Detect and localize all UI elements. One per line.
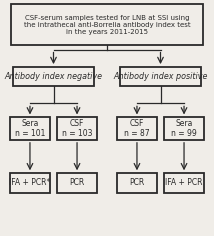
Text: CSF
n = 103: CSF n = 103 (62, 119, 92, 138)
FancyBboxPatch shape (57, 117, 97, 140)
FancyBboxPatch shape (164, 173, 204, 193)
Text: PCR: PCR (129, 178, 145, 187)
FancyBboxPatch shape (117, 117, 157, 140)
Text: IFA + PCR: IFA + PCR (165, 178, 203, 187)
FancyBboxPatch shape (10, 117, 50, 140)
FancyBboxPatch shape (13, 67, 94, 86)
FancyBboxPatch shape (120, 67, 201, 86)
Text: CSF
n = 87: CSF n = 87 (124, 119, 150, 138)
FancyBboxPatch shape (117, 173, 157, 193)
FancyBboxPatch shape (164, 117, 204, 140)
FancyBboxPatch shape (10, 173, 50, 193)
Text: CSF-serum samples tested for LNB at SSI using
the intrathecal anti-Borrelia anti: CSF-serum samples tested for LNB at SSI … (24, 15, 190, 35)
Text: Sera
n = 99: Sera n = 99 (171, 119, 197, 138)
Text: PCR: PCR (69, 178, 85, 187)
Text: Antibody index negative: Antibody index negative (4, 72, 103, 81)
FancyBboxPatch shape (11, 4, 203, 45)
Text: Sera
n = 101: Sera n = 101 (15, 119, 45, 138)
Text: Antibody index positive: Antibody index positive (113, 72, 208, 81)
FancyBboxPatch shape (57, 173, 97, 193)
Text: IFA + PCR*: IFA + PCR* (9, 178, 51, 187)
